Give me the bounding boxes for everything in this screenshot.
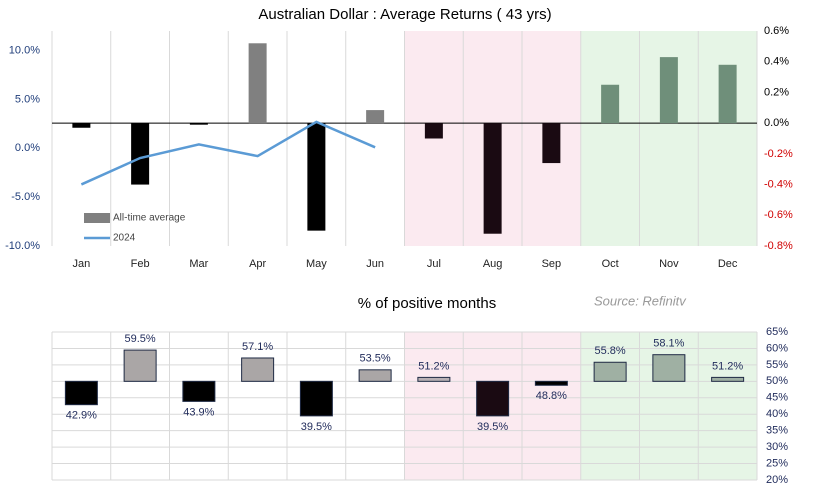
x-tick-label: Mar [189,258,208,270]
y-tick-label: 0.0% [15,142,40,154]
data-label: 51.2% [712,360,743,372]
region-band [698,31,757,246]
y2-tick-label: 0.6% [764,25,789,37]
x-tick-label: Dec [718,258,738,270]
bar [307,123,326,231]
region-band [580,31,640,246]
y-tick-label: 65% [766,326,788,338]
x-tick-label: Oct [602,258,619,270]
x-tick-label: Apr [249,258,266,270]
chart-title: Australian Dollar : Average Returns ( 43… [258,6,551,23]
bar [534,380,568,386]
y2-tick-label: -0.8% [764,240,793,252]
region-band [52,332,111,480]
bar [601,84,620,124]
bar [299,380,333,417]
bar [131,123,150,185]
bar [182,380,216,402]
y-tick-label: 60% [766,342,788,354]
x-tick-label: Jul [427,258,441,270]
legend-label: 2024 [113,233,136,244]
bar [366,110,385,124]
bar [476,380,510,417]
x-tick-label: Feb [131,258,150,270]
x-tick-label: Jan [73,258,91,270]
data-label: 42.9% [66,410,97,422]
y-tick-label: 10.0% [9,44,40,56]
bar [424,123,443,139]
x-tick-label: Sep [542,258,562,270]
y-tick-label: 30% [766,441,788,453]
legend-label: All-time average [113,213,186,224]
bar [711,376,745,382]
source: Source: Refinitv [594,293,687,308]
y-tick-label: 45% [766,392,788,404]
region-band [580,332,640,480]
data-label: 48.8% [536,390,567,402]
y2-tick-label: -0.2% [764,148,793,160]
data-label: 39.5% [301,421,332,433]
data-label: 58.1% [653,338,684,350]
bar [358,369,392,382]
x-tick-label: May [306,258,327,270]
y-tick-label: 50% [766,375,788,387]
region-band [228,332,287,480]
y-tick-label: 35% [766,425,788,437]
y2-tick-label: -0.6% [764,209,793,221]
y2-tick-label: 0.4% [764,56,789,68]
region-band [522,332,581,480]
chart-title: % of positive months [358,295,496,312]
region-band [345,332,405,480]
region-band [404,332,464,480]
bar [483,123,502,234]
line [80,120,376,186]
bar [718,64,737,124]
y-tick-label: 25% [766,457,788,469]
data-label: 43.9% [183,406,214,418]
y-tick-label: 20% [766,474,788,486]
region-band [169,31,229,246]
y2-tick-label: 0.0% [764,117,789,129]
region-band [52,31,111,246]
y-tick-label: 5.0% [15,93,40,105]
bar [189,123,208,125]
y2-tick-label: -0.4% [764,178,793,190]
data-label: 59.5% [125,333,156,345]
region-band [698,332,757,480]
y-tick-label: -10.0% [5,240,40,252]
bar [241,357,275,382]
bar [659,57,678,124]
y-tick-label: 55% [766,359,788,371]
data-label: 53.5% [360,353,391,365]
bar [652,354,686,382]
legend-swatch [84,213,110,223]
data-label: 57.1% [242,341,273,353]
y-tick-label: 40% [766,408,788,420]
y-tick-label: -5.0% [11,191,40,203]
bar [72,123,91,128]
bar [417,376,451,382]
x-tick-label: Jun [366,258,384,270]
bar [542,123,561,164]
bar [248,43,267,124]
x-tick-label: Aug [483,258,503,270]
data-label: 55.8% [595,345,626,357]
y2-tick-label: 0.2% [764,86,789,98]
data-label: 51.2% [418,360,449,372]
region-band [169,332,229,480]
bar [123,349,157,382]
x-tick-label: Nov [659,258,679,270]
data-label: 39.5% [477,421,508,433]
bar [593,361,627,382]
bar [64,380,98,406]
